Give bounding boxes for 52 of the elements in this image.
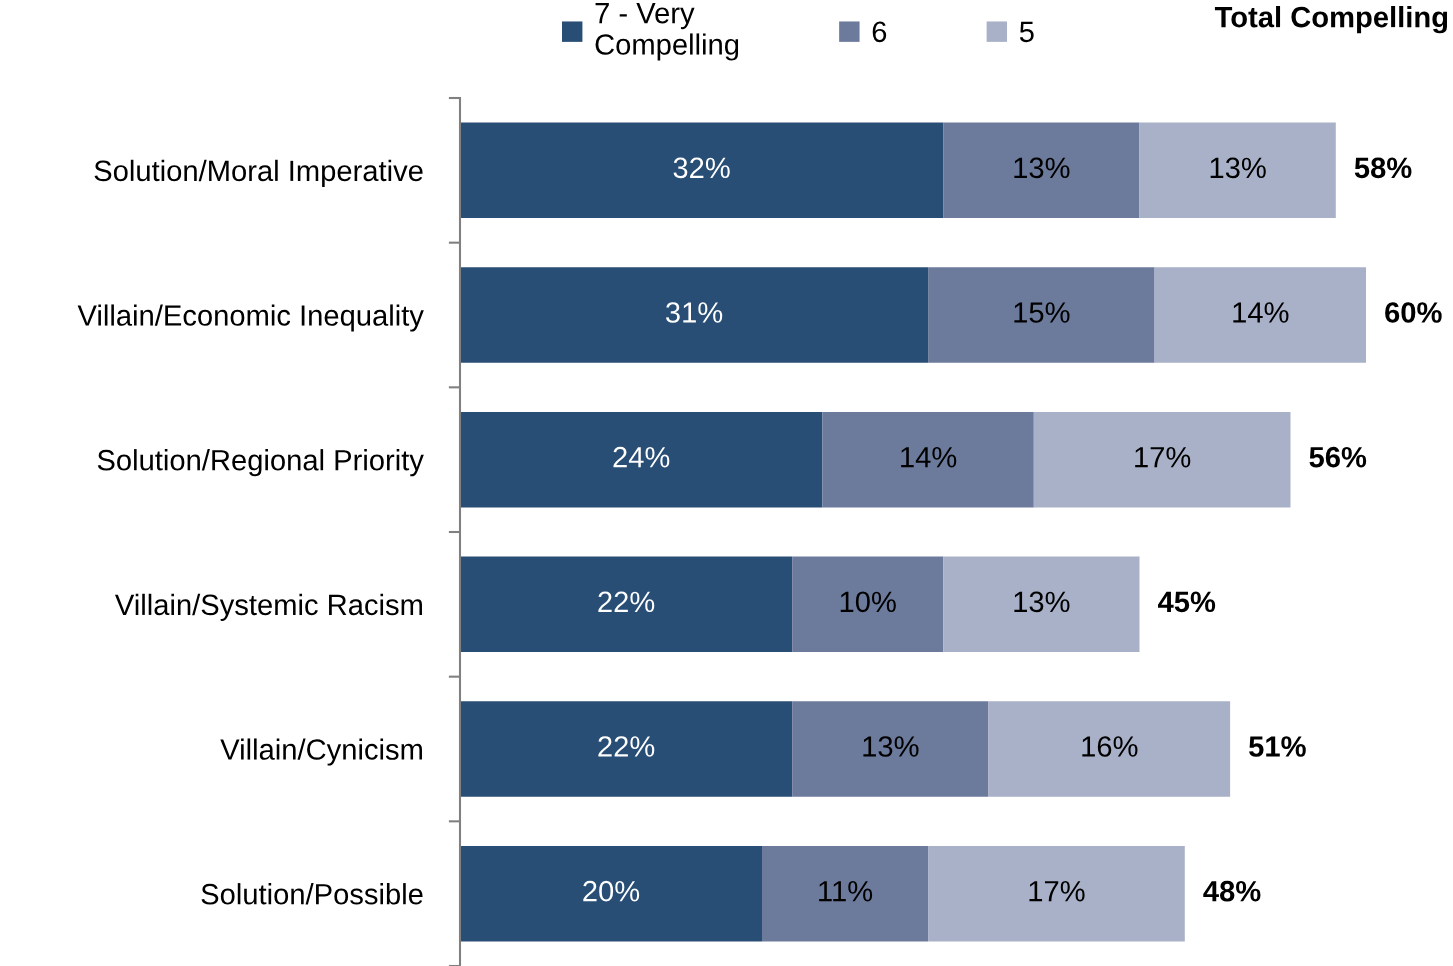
bar bbox=[792, 556, 944, 653]
total-label: 58% bbox=[1354, 157, 1412, 179]
data-label: 13% bbox=[1210, 157, 1266, 179]
total-label: 60% bbox=[1385, 302, 1442, 323]
data-label: 17% bbox=[1029, 880, 1085, 902]
y-tick-label: Villain/Economic Inequality bbox=[77, 304, 424, 332]
total-label: 45% bbox=[1158, 591, 1216, 613]
bar bbox=[988, 701, 1231, 797]
data-label: 32% bbox=[673, 157, 730, 179]
bar bbox=[943, 556, 1140, 653]
total-label: 48% bbox=[1203, 880, 1261, 902]
legend-label: 5 bbox=[1019, 21, 1034, 43]
data-label: 17% bbox=[1135, 446, 1191, 468]
data-label: 31% bbox=[665, 302, 723, 323]
bar bbox=[1154, 267, 1366, 363]
y-tick-label: Villain/Cynicism bbox=[220, 738, 422, 766]
total-label: 56% bbox=[1309, 446, 1367, 468]
bar bbox=[943, 122, 1140, 219]
data-label: 14% bbox=[1233, 302, 1289, 323]
text: Total Compelling bbox=[1214, 6, 1448, 34]
data-label: 10% bbox=[840, 591, 896, 613]
data-label: 13% bbox=[1014, 157, 1070, 179]
bar bbox=[1033, 411, 1291, 508]
data-label: 15% bbox=[1014, 302, 1070, 323]
y-tick-label: Solution/Regional Priority bbox=[97, 449, 424, 477]
data-label: 13% bbox=[1014, 591, 1070, 613]
data-label: 13% bbox=[863, 736, 919, 757]
bar bbox=[460, 267, 929, 363]
bar bbox=[1139, 122, 1336, 219]
bar bbox=[460, 556, 793, 653]
data-label: 20% bbox=[583, 880, 640, 902]
bar bbox=[928, 845, 1185, 942]
bar bbox=[762, 845, 929, 942]
data-label: 11% bbox=[819, 880, 873, 902]
y-tick-label: Solution/Possible bbox=[201, 883, 423, 905]
bar bbox=[460, 411, 823, 508]
y-tick-label: Villain/Systemic Racism bbox=[114, 593, 422, 621]
data-label: 24% bbox=[613, 446, 670, 468]
bar bbox=[460, 845, 762, 942]
y-tick-label: Solution/Moral Imperative bbox=[94, 159, 423, 187]
legend-label: 7 - Very Compelling bbox=[595, 3, 739, 61]
data-label: 22% bbox=[598, 736, 655, 757]
bar bbox=[460, 701, 793, 797]
bar bbox=[792, 701, 989, 797]
data-label: 16% bbox=[1082, 736, 1138, 757]
total-label: 51% bbox=[1249, 736, 1306, 757]
data-label: 14% bbox=[901, 446, 957, 468]
data-label: 22% bbox=[598, 591, 655, 613]
bar bbox=[928, 267, 1155, 363]
bar bbox=[460, 122, 944, 219]
bar bbox=[822, 411, 1034, 508]
legend-label: 6 bbox=[872, 21, 887, 43]
